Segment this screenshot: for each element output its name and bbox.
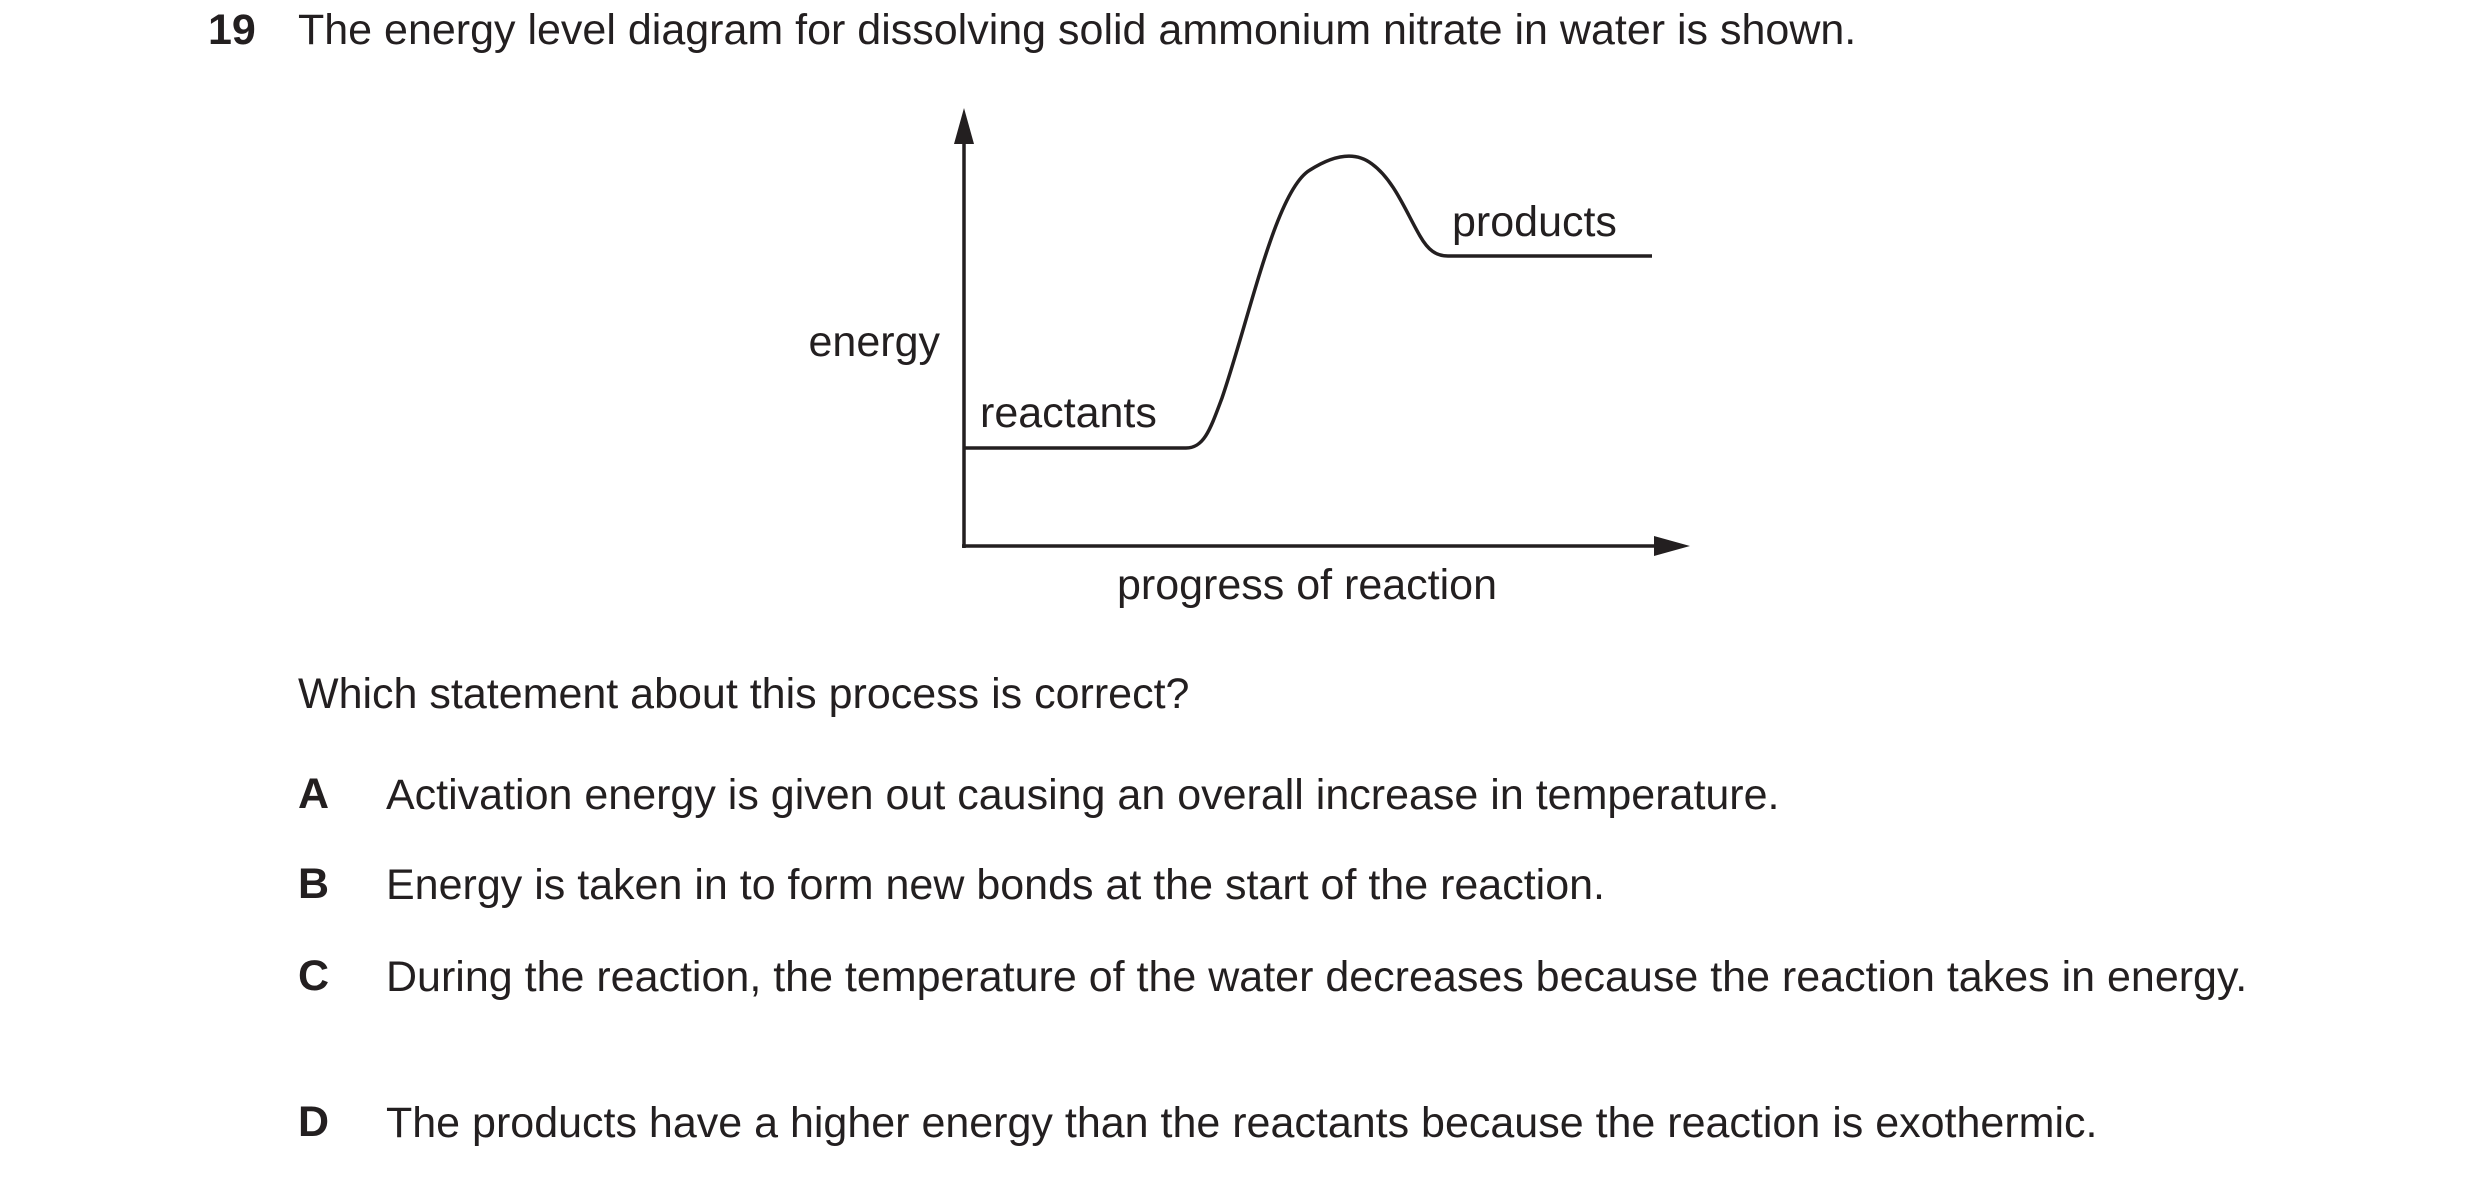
option-letter: A xyxy=(298,770,330,818)
y-axis-label: energy xyxy=(809,318,941,366)
option-letter: B xyxy=(298,860,330,908)
option-text: Energy is taken in to form new bonds at … xyxy=(386,861,1605,909)
question-stem: The energy level diagram for dissolving … xyxy=(298,6,1857,54)
y-axis-arrowhead xyxy=(954,108,974,144)
option-text: Activation energy is given out causing a… xyxy=(386,771,1780,819)
products-label: products xyxy=(1452,198,1617,246)
option-letter: C xyxy=(298,952,330,1000)
x-axis-label: progress of reaction xyxy=(1117,561,1497,609)
energy-level-diagram: energy progress of reaction reactants pr… xyxy=(809,108,1690,609)
option-letter: D xyxy=(298,1098,330,1146)
x-axis-arrowhead xyxy=(1654,536,1690,556)
reactants-label: reactants xyxy=(980,389,1157,437)
question-prompt: Which statement about this process is co… xyxy=(298,670,1190,718)
question-number: 19 xyxy=(208,6,256,54)
option-text: The products have a higher energy than t… xyxy=(386,1099,2098,1147)
option-text: During the reaction, the temperature of … xyxy=(386,953,2248,1001)
reaction-profile-curve xyxy=(964,154,1652,450)
